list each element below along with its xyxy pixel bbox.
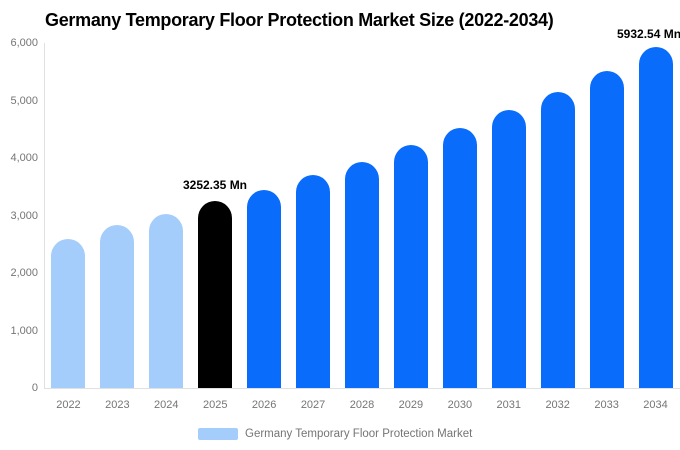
- x-axis-label-2025: 2025: [202, 399, 228, 411]
- y-axis-tick-0: 0: [31, 382, 38, 394]
- annotation-2025-value: 3252.35 Mn: [182, 178, 248, 192]
- bar-2033[interactable]: [589, 70, 624, 388]
- x-axis-label-2026: 2026: [251, 399, 277, 411]
- y-axis-tick-6000: 6,000: [10, 37, 38, 49]
- y-axis-tick-2000: 2,000: [10, 267, 38, 279]
- chart-title: Germany Temporary Floor Protection Marke…: [45, 10, 554, 30]
- bar-2030[interactable]: [442, 128, 477, 388]
- bar-2023[interactable]: [100, 224, 135, 388]
- x-axis-label-2032: 2032: [545, 399, 570, 411]
- y-axis-line: [44, 43, 45, 388]
- y-axis-tick-3000: 3,000: [10, 209, 38, 222]
- x-axis-label-2023: 2023: [105, 399, 130, 411]
- y-axis-tick-1000: 1,000: [10, 324, 38, 337]
- legend-swatch: [198, 428, 238, 440]
- bar-2027[interactable]: [296, 175, 331, 388]
- bar-2026[interactable]: [247, 189, 282, 388]
- x-axis-label-2031: 2031: [496, 399, 521, 411]
- bar-2025[interactable]: [198, 201, 233, 388]
- x-axis-label-2027: 2027: [300, 399, 326, 411]
- bar-2024[interactable]: [149, 213, 184, 388]
- y-axis-tick-4000: 4,000: [10, 152, 38, 164]
- bar-2032[interactable]: [540, 91, 575, 388]
- bar-2029[interactable]: [393, 144, 428, 388]
- x-axis-line: [44, 388, 680, 389]
- x-axis-label-2028: 2028: [349, 399, 375, 411]
- x-axis-label-2034: 2034: [643, 399, 668, 411]
- x-axis-label-2033: 2033: [594, 399, 619, 411]
- x-axis-label-2030: 2030: [447, 399, 473, 411]
- legend-item[interactable]: Germany Temporary Floor Protection Marke…: [198, 428, 472, 440]
- x-axis-label-2024: 2024: [154, 399, 179, 411]
- x-axis-label-2022: 2022: [56, 399, 81, 411]
- bar-2022[interactable]: [51, 238, 86, 388]
- bar-2034[interactable]: [638, 46, 673, 388]
- bar-2028[interactable]: [345, 162, 379, 388]
- x-axis-label-2029: 2029: [398, 399, 424, 411]
- annotation-2034-value: 5932.54 Mn: [617, 27, 680, 41]
- legend-label: Germany Temporary Floor Protection Marke…: [245, 428, 473, 440]
- y-axis-tick-5000: 5,000: [10, 94, 38, 107]
- bar-2031[interactable]: [491, 109, 526, 388]
